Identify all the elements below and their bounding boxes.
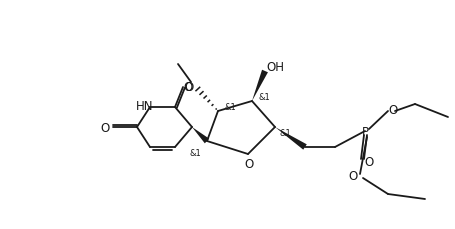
Text: O: O <box>183 80 192 93</box>
Text: &1: &1 <box>278 128 290 137</box>
Polygon shape <box>192 128 209 144</box>
Text: O: O <box>364 155 373 168</box>
Text: OH: OH <box>265 60 283 73</box>
Polygon shape <box>274 128 306 150</box>
Text: HN: HN <box>136 100 153 113</box>
Polygon shape <box>252 71 268 101</box>
Text: O: O <box>388 103 397 116</box>
Text: &1: &1 <box>258 92 269 101</box>
Text: O: O <box>184 80 193 93</box>
Text: O: O <box>100 121 109 134</box>
Text: O: O <box>244 157 253 170</box>
Text: O: O <box>348 170 357 183</box>
Text: &1: &1 <box>189 149 201 158</box>
Text: P: P <box>361 125 368 138</box>
Text: &1: &1 <box>224 102 235 111</box>
